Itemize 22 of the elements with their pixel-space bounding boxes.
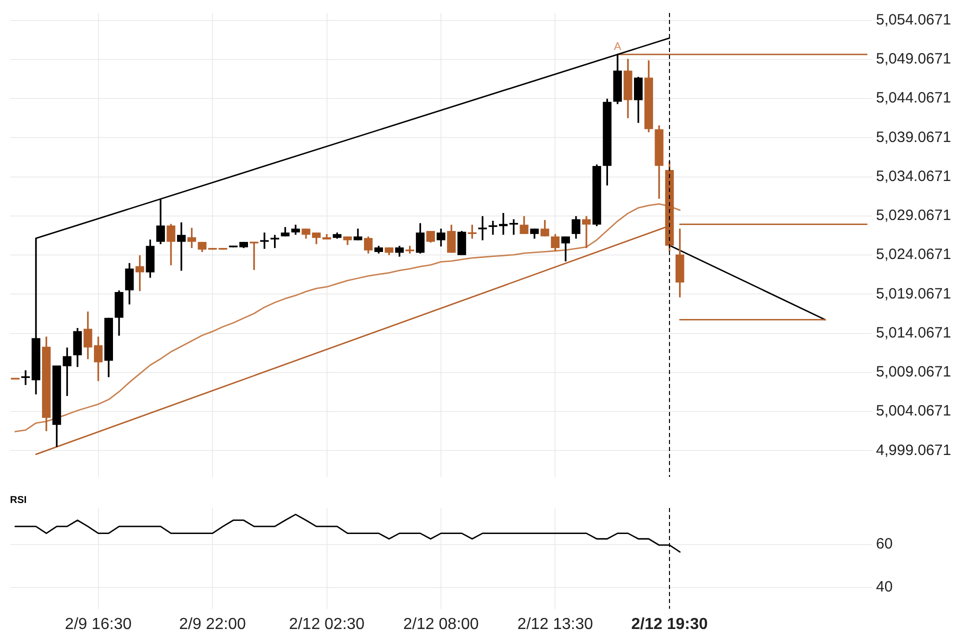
- x-tick-label: 2/12 02:30: [288, 616, 365, 633]
- x-tick-label: 2/9 16:30: [64, 616, 132, 633]
- chart-title: RSI: [10, 494, 27, 506]
- y-tick-label: 40: [876, 578, 893, 596]
- x-tick-label: 2/12 13:30: [517, 616, 594, 633]
- y-tick-label: 4,999.0671: [876, 442, 952, 459]
- y-tick-label: 60: [876, 536, 893, 553]
- y-tick-label: 5,044.0671: [876, 90, 952, 107]
- y-tick-label: 5,054.0671: [876, 11, 952, 28]
- y-tick-label: 5,029.0671: [876, 207, 952, 224]
- y-tick-label: 5,034.0671: [876, 168, 952, 185]
- y-tick-label: 5,009.0671: [876, 364, 952, 381]
- y-tick-label: 5,019.0671: [876, 285, 952, 302]
- y-tick-label: 5,024.0671: [876, 246, 952, 264]
- y-tick-label: 5,049.0671: [876, 50, 952, 68]
- x-tick-label: 2/12 19:30: [631, 616, 708, 633]
- y-tick-label: 5,004.0671: [876, 402, 952, 420]
- y-tick-label: 5,039.0671: [876, 128, 952, 146]
- y-tick-label: 5,014.0671: [876, 324, 952, 342]
- annotation: A: [614, 41, 622, 53]
- x-tick-label: 2/12 08:00: [403, 616, 479, 633]
- x-tick-label: 2/9 22:00: [179, 616, 246, 633]
